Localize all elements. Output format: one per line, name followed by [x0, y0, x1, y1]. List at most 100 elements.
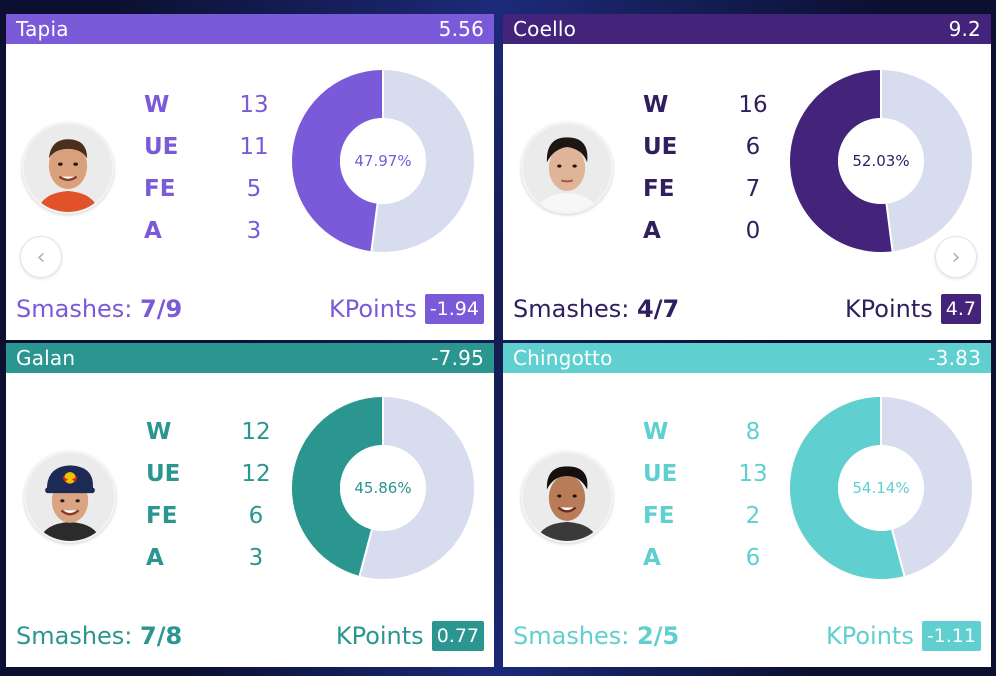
percentage-donut: 52.03% — [790, 70, 972, 252]
stat-value: 2 — [745, 503, 761, 529]
chevron-right-icon: › — [951, 244, 961, 270]
smashes-label: Smashes: — [513, 622, 630, 650]
avatar-portrait-icon — [24, 124, 112, 212]
stat-label: UE — [146, 461, 181, 487]
donut-divider-end — [358, 529, 373, 577]
stat-label: FE — [144, 176, 176, 202]
card-header: Chingotto -3.83 — [503, 343, 991, 373]
kpoints-badge: -1.94 — [424, 294, 484, 324]
stat-value: 16 — [738, 92, 768, 118]
smashes-stat: Smashes: 2/5 — [513, 622, 679, 650]
player-card-galan: Galan -7.95 W 12 UE 12 FE 6 — [6, 343, 494, 667]
card-footer: Smashes: 4/7 KPoints 4.7 — [513, 294, 981, 324]
stat-value: 13 — [239, 92, 269, 118]
stat-value: 3 — [246, 218, 262, 244]
player-rating: -3.83 — [928, 346, 981, 370]
donut-percentage-label: 52.03% — [852, 152, 909, 170]
stat-label: A — [144, 218, 162, 244]
kpoints-label: KPoints — [335, 622, 424, 650]
kpoints-stat: KPoints -1.94 — [329, 294, 484, 324]
stat-label: UE — [144, 134, 179, 160]
stat-row-fe: FE 6 — [146, 495, 276, 537]
donut-percentage-label: 47.97% — [354, 152, 411, 170]
smashes-value: 7/9 — [140, 295, 183, 323]
avatar-portrait-icon — [523, 453, 611, 541]
stat-row-fe: FE 2 — [643, 495, 773, 537]
stat-label: W — [146, 419, 172, 445]
stat-label: A — [146, 545, 164, 571]
stat-label: UE — [643, 461, 678, 487]
stat-value: 12 — [241, 419, 271, 445]
donut-separator — [340, 118, 426, 204]
donut-separator — [838, 445, 924, 531]
player-card-chingotto: Chingotto -3.83 W 8 UE 13 FE 2 A 6 — [503, 343, 991, 667]
avatar-portrait-icon — [523, 124, 611, 212]
card-header: Galan -7.95 — [6, 343, 494, 373]
stat-row-w: W 16 — [643, 84, 773, 126]
smashes-value: 7/8 — [140, 622, 183, 650]
donut-value-arc — [292, 397, 385, 576]
kpoints-label: KPoints — [328, 295, 417, 323]
stat-value: 8 — [745, 419, 761, 445]
player-rating: 9.2 — [948, 17, 981, 41]
stat-row-w: W 8 — [643, 411, 773, 453]
stat-label: FE — [146, 503, 178, 529]
player-name: Tapia — [16, 17, 69, 41]
stat-row-w: W 12 — [146, 411, 276, 453]
smashes-stat: Smashes: 7/8 — [16, 622, 182, 650]
player-avatar — [22, 122, 114, 214]
stat-value: 12 — [241, 461, 271, 487]
stat-row-a: A 3 — [146, 537, 276, 579]
donut-value-arc — [790, 397, 905, 579]
stat-row-ue: UE 12 — [146, 453, 276, 495]
card-header: Coello 9.2 — [503, 14, 991, 44]
smashes-label: Smashes: — [16, 622, 133, 650]
percentage-donut: 54.14% — [790, 397, 972, 579]
stat-value: 11 — [239, 134, 269, 160]
stat-row-ue: UE 11 — [144, 126, 274, 168]
stat-row-w: W 13 — [144, 84, 274, 126]
player-avatar — [521, 451, 613, 543]
donut-divider-end — [885, 203, 894, 252]
card-header: Tapia 5.56 — [6, 14, 494, 44]
previous-button[interactable]: ‹ — [20, 236, 62, 278]
donut-value-arc — [292, 70, 385, 252]
stat-label: FE — [643, 176, 675, 202]
stat-value: 3 — [248, 545, 264, 571]
stat-row-ue: UE 13 — [643, 453, 773, 495]
stat-value: 13 — [738, 461, 768, 487]
donut-percentage-label: 54.14% — [852, 479, 909, 497]
stat-value: 0 — [745, 218, 761, 244]
player-card-coello: Coello 9.2 W 16 UE 6 FE 7 A 0 — [503, 14, 991, 340]
kpoints-badge: 4.7 — [940, 294, 981, 324]
stats-table: W 13 UE 11 FE 5 A 3 — [144, 84, 274, 252]
kpoints-label: KPoints — [844, 295, 933, 323]
player-name: Coello — [513, 17, 577, 41]
player-card-tapia: Tapia 5.56 W 13 UE 11 FE 5 A 3 — [6, 14, 494, 340]
stat-value: 6 — [745, 134, 761, 160]
player-name: Galan — [16, 346, 76, 370]
stat-label: W — [144, 92, 170, 118]
stats-table: W 16 UE 6 FE 7 A 0 — [643, 84, 773, 252]
stat-row-fe: FE 7 — [643, 168, 773, 210]
kpoints-stat: KPoints 0.77 — [336, 621, 484, 651]
donut-separator — [340, 445, 426, 531]
stat-row-ue: UE 6 — [643, 126, 773, 168]
smashes-label: Smashes: — [16, 295, 133, 323]
next-button[interactable]: › — [935, 236, 977, 278]
stat-value: 5 — [246, 176, 262, 202]
player-name: Chingotto — [513, 346, 613, 370]
percentage-donut: 47.97% — [292, 70, 474, 252]
stat-label: W — [643, 419, 669, 445]
stat-value: 6 — [248, 503, 264, 529]
stat-row-a: A 3 — [144, 210, 274, 252]
percentage-donut: 45.86% — [292, 397, 474, 579]
donut-separator — [838, 118, 924, 204]
stat-row-a: A 6 — [643, 537, 773, 579]
donut-divider-end — [370, 203, 379, 252]
stat-label: FE — [643, 503, 675, 529]
stat-label: W — [643, 92, 669, 118]
card-footer: Smashes: 7/9 KPoints -1.94 — [16, 294, 484, 324]
player-avatar — [24, 451, 116, 543]
donut-percentage-label: 45.86% — [354, 479, 411, 497]
